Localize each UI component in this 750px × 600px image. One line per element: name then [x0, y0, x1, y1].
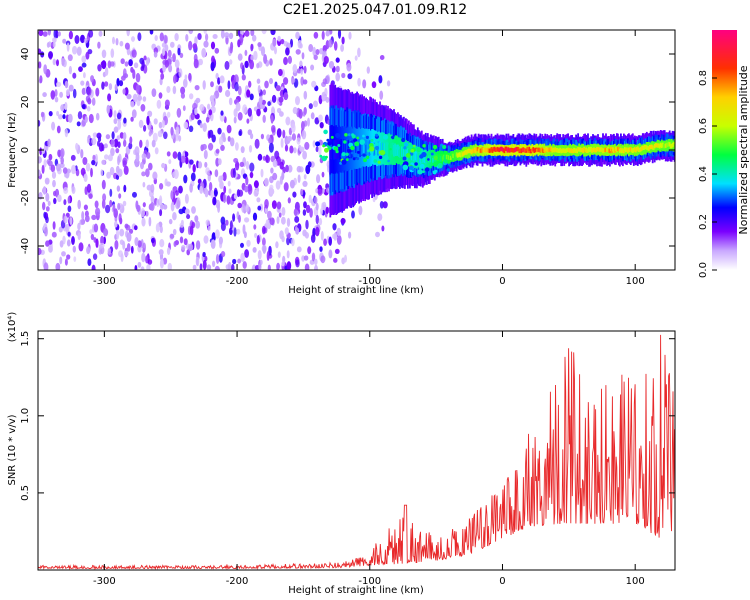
chart-title: C2E1.2025.047.01.09.R12: [282, 2, 468, 18]
x-tick-label: -200: [226, 576, 249, 587]
y-tick-label: 1.0: [20, 408, 31, 424]
y-tick-label: 0.5: [20, 485, 31, 501]
snr-frame: [37, 330, 676, 571]
x-tick-label: -200: [226, 276, 249, 287]
snr-line-group: [38, 334, 675, 570]
colorbar-tick-label: 0.6: [698, 118, 709, 134]
snr-scale-note: (x10⁴): [7, 312, 18, 343]
y-tick-label: 20: [20, 96, 31, 109]
colorbar-label: Normalized spectral amplitude: [737, 65, 750, 234]
y-tick-label: 0: [20, 147, 31, 153]
colorbar-axes: 0.0 0.2 0.4 0.6 0.8: [698, 70, 717, 278]
x-tick-label: 0: [499, 276, 505, 287]
y-tick-label: -40: [20, 238, 31, 254]
colorbar-tick-label: 0.8: [698, 70, 709, 86]
heatmap-noise: [38, 30, 396, 270]
colorbar-tick-label: 0.0: [698, 262, 709, 278]
x-tick-label: -300: [93, 276, 116, 287]
y-tick-label: 40: [20, 48, 31, 61]
heatmap-xlabel: Height of straight line (km): [288, 285, 424, 296]
x-tick-label: -100: [358, 576, 381, 587]
snr-xlabel: Height of straight line (km): [288, 585, 424, 596]
x-tick-label: -100: [358, 276, 381, 287]
snr-line: [38, 334, 675, 570]
colorbar: [712, 30, 737, 270]
snr-axes: -300 -200 -100 0 100 0.5 1.0 1.5: [20, 331, 675, 587]
x-tick-label: 100: [626, 576, 645, 587]
y-tick-label: 1.5: [20, 331, 31, 347]
heatmap-ylabel: Frequency (Hz): [7, 112, 18, 188]
x-tick-label: 0: [499, 576, 505, 587]
x-tick-label: -300: [93, 576, 116, 587]
colorbar-tick-label: 0.2: [698, 214, 709, 230]
x-tick-label: 100: [626, 276, 645, 287]
heatmap-signal: [315, 83, 675, 218]
colorbar-tick-label: 0.4: [698, 166, 709, 182]
snr-ylabel: SNR (10 * v/v): [7, 414, 18, 485]
y-tick-label: -20: [20, 190, 31, 206]
